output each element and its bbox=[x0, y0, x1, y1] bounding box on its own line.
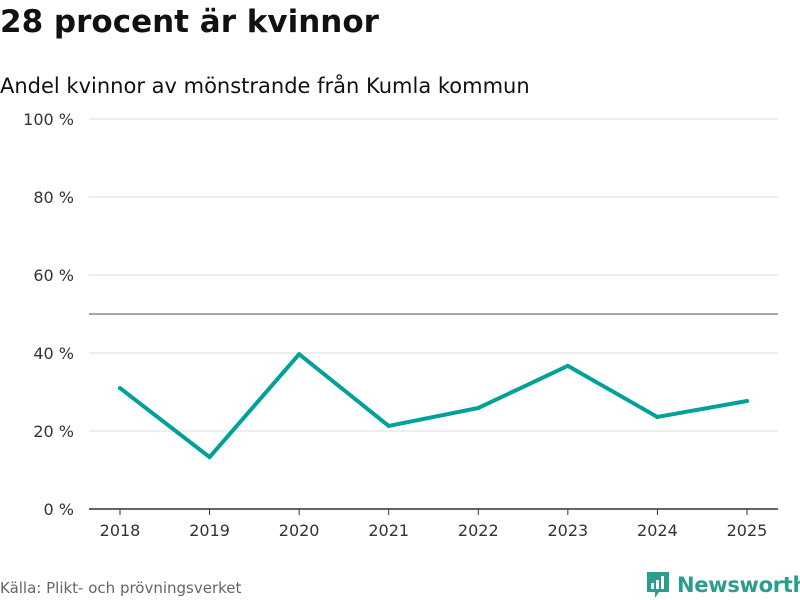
y-tick-label: 60 % bbox=[33, 266, 74, 285]
logo-text: Newsworthy bbox=[677, 573, 800, 597]
y-tick-label: 80 % bbox=[33, 188, 74, 207]
newsworthy-logo-icon bbox=[647, 572, 669, 598]
chart-title: 28 procent är kvinnor bbox=[0, 4, 379, 40]
y-tick-label: 0 % bbox=[44, 500, 74, 519]
newsworthy-logo: Newsworthy bbox=[645, 570, 800, 600]
source-note: Källa: Plikt- och prövningsverket bbox=[0, 579, 242, 597]
x-tick-label: 2025 bbox=[727, 521, 768, 540]
y-tick-label: 100 % bbox=[23, 110, 74, 129]
series-line bbox=[118, 352, 749, 460]
data-point bbox=[207, 455, 212, 460]
x-tick-label: 2023 bbox=[547, 521, 588, 540]
data-point bbox=[386, 423, 391, 428]
data-point bbox=[297, 352, 302, 357]
data-point bbox=[476, 405, 481, 410]
x-tick-label: 2022 bbox=[458, 521, 499, 540]
data-point bbox=[655, 414, 660, 419]
y-tick-label: 20 % bbox=[33, 422, 74, 441]
x-tick-label: 2024 bbox=[637, 521, 678, 540]
x-tick-label: 2019 bbox=[189, 521, 230, 540]
chart-subtitle: Andel kvinnor av mönstrande från Kumla k… bbox=[0, 74, 530, 98]
x-tick-label: 2018 bbox=[100, 521, 141, 540]
y-tick-label: 40 % bbox=[33, 344, 74, 363]
data-point bbox=[565, 363, 570, 368]
x-tick-label: 2021 bbox=[368, 521, 409, 540]
data-point bbox=[744, 398, 749, 403]
data-point bbox=[118, 386, 122, 391]
x-tick-label: 2020 bbox=[279, 521, 320, 540]
